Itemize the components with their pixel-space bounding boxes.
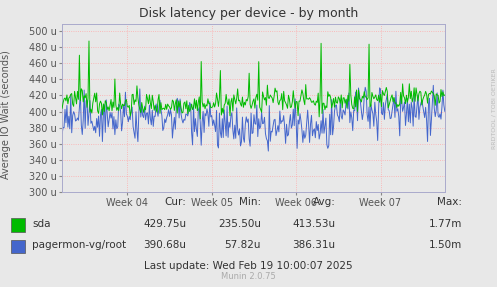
Text: 235.50u: 235.50u bbox=[218, 219, 261, 229]
Text: Average IO Wait (seconds): Average IO Wait (seconds) bbox=[1, 50, 11, 179]
Text: RRDTOOL / TOBI OETIKER: RRDTOOL / TOBI OETIKER bbox=[491, 69, 496, 150]
Text: sda: sda bbox=[32, 219, 51, 229]
Text: 1.77m: 1.77m bbox=[429, 219, 462, 229]
Text: Disk latency per device - by month: Disk latency per device - by month bbox=[139, 7, 358, 20]
Text: Min:: Min: bbox=[239, 197, 261, 207]
Text: 413.53u: 413.53u bbox=[292, 219, 335, 229]
Text: 390.68u: 390.68u bbox=[143, 241, 186, 250]
Text: 429.75u: 429.75u bbox=[143, 219, 186, 229]
Text: 386.31u: 386.31u bbox=[292, 241, 335, 250]
Text: 1.50m: 1.50m bbox=[429, 241, 462, 250]
Text: 57.82u: 57.82u bbox=[225, 241, 261, 250]
Text: Avg:: Avg: bbox=[313, 197, 335, 207]
Text: Max:: Max: bbox=[437, 197, 462, 207]
Text: Munin 2.0.75: Munin 2.0.75 bbox=[221, 272, 276, 281]
Text: Cur:: Cur: bbox=[165, 197, 186, 207]
Text: Last update: Wed Feb 19 10:00:07 2025: Last update: Wed Feb 19 10:00:07 2025 bbox=[144, 261, 353, 271]
Text: pagermon-vg/root: pagermon-vg/root bbox=[32, 241, 126, 250]
